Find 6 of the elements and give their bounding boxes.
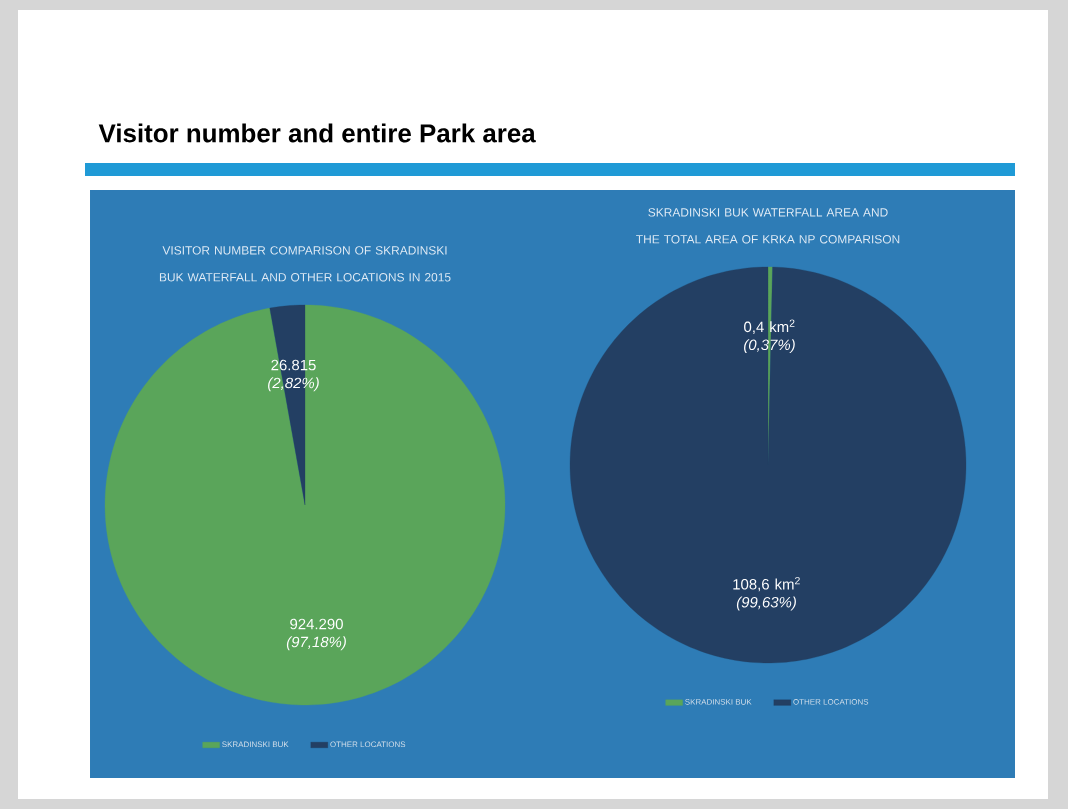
data-label: 0,4 km$^{2}$ (0,37%)	[744, 319, 795, 354]
data-label: 924.290 (97,18%)	[286, 618, 346, 651]
text: Visitor number and entire Park area	[98, 123, 536, 143]
chart-title: SKRADINSKI BUK WATERFALL AREA AND THE TOTAL AREA OF KRKA NP COMPARISON	[636, 208, 900, 244]
chart-title: VISITOR NUMBER COMPARISON OF SKRADINSKI BUK WATERFALL AND OTHER LOCATIONS IN 2015	[159, 246, 451, 282]
data-label: 108,6 km$^{2}$ (99,63%)	[733, 576, 800, 611]
